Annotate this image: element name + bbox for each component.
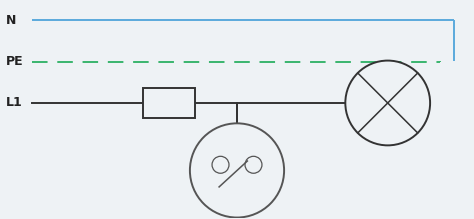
Circle shape: [346, 61, 430, 145]
Text: L1: L1: [6, 97, 23, 110]
Circle shape: [212, 156, 229, 173]
Bar: [143, 88, 195, 118]
Text: N: N: [6, 14, 17, 27]
Circle shape: [245, 156, 262, 173]
Circle shape: [190, 123, 284, 217]
Text: PE: PE: [6, 55, 24, 68]
